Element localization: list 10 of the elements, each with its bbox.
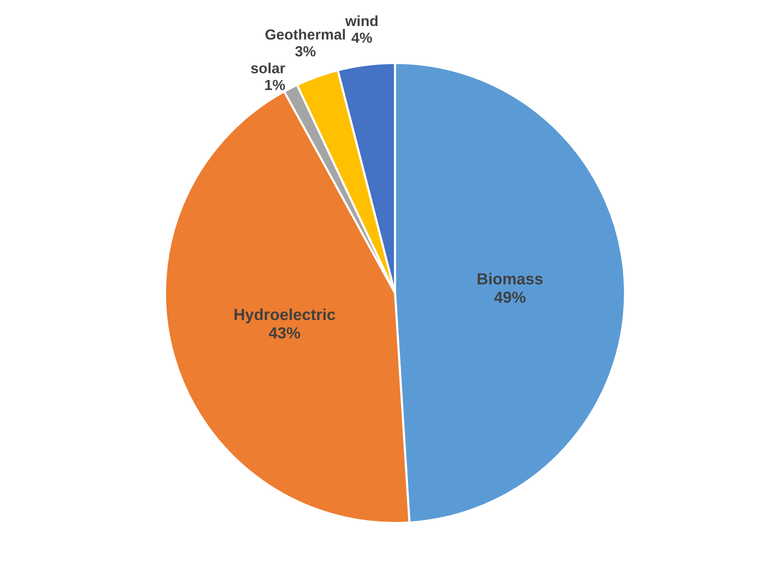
slice-label: wind <box>345 15 378 26</box>
slice-label: Hydroelectric <box>234 308 336 324</box>
slice-label: solar <box>251 62 286 74</box>
data-label: 43% <box>268 327 300 339</box>
data-label: 49% <box>494 292 526 303</box>
slice-label: Biomass <box>478 272 543 284</box>
slice-label: Geothermal <box>265 28 345 40</box>
data-label: 3% <box>295 46 316 56</box>
data-label: 4% <box>352 32 372 43</box>
data-label: 1% <box>265 80 285 90</box>
